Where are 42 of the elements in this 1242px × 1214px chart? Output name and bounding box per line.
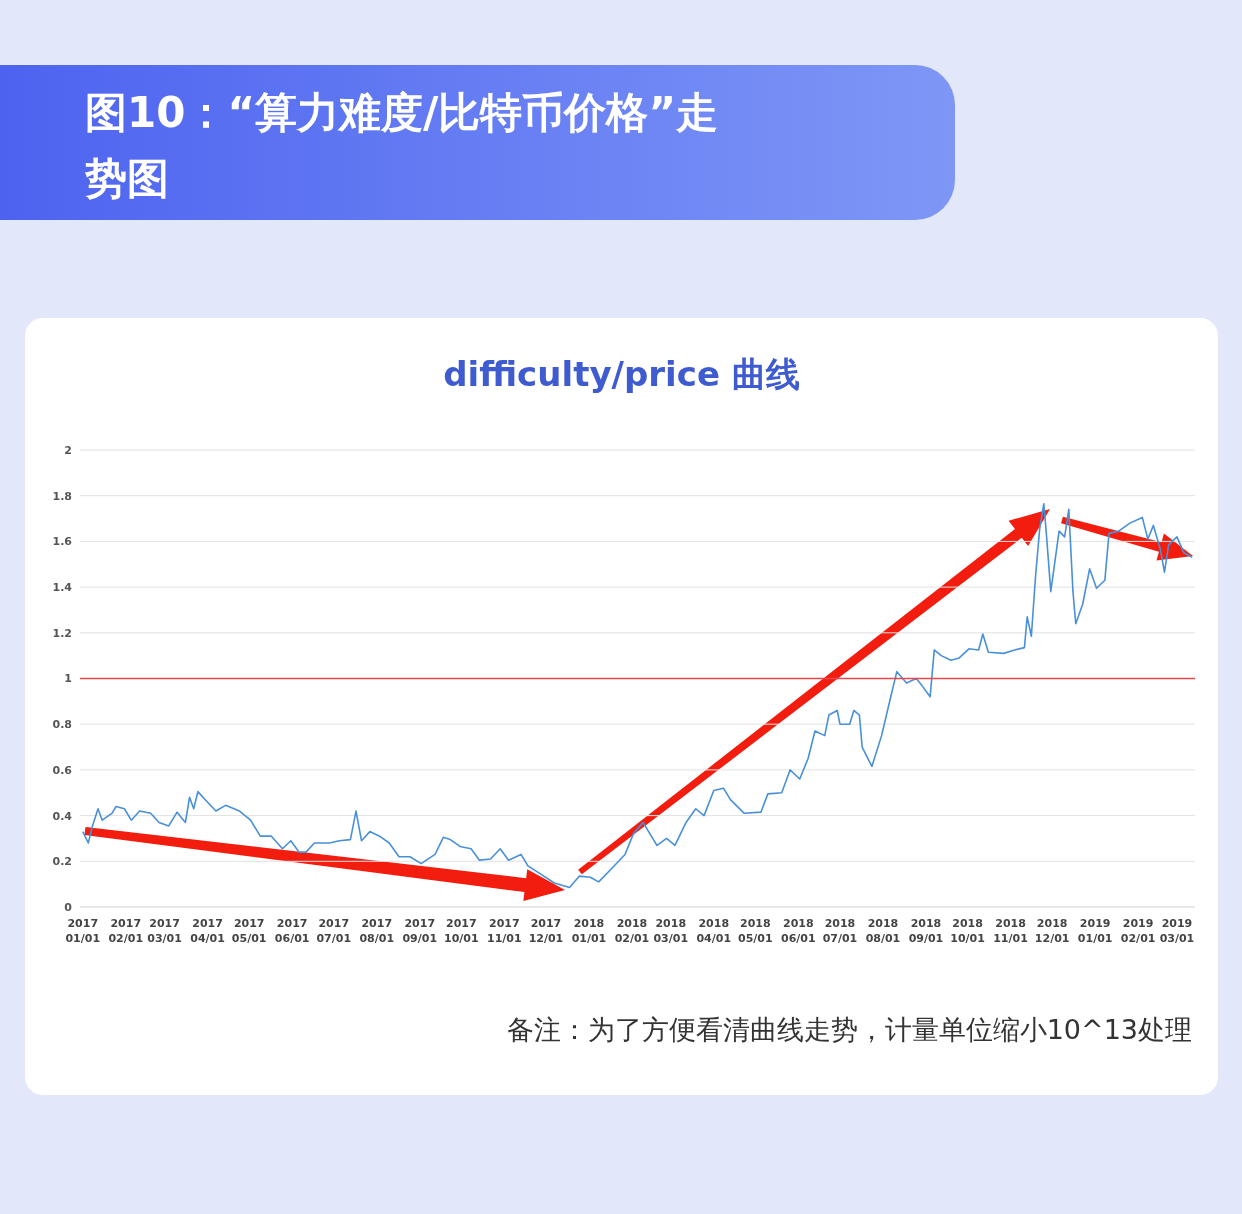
text: 备注：为了方便看清曲线走势，计量单位缩小10^13处理 — [506, 1013, 1192, 1047]
y-tick-label: 0.4 — [52, 809, 73, 823]
y-tick-label: 1.8 — [52, 489, 72, 503]
y-tick-label: 0.6 — [52, 763, 73, 777]
x-tick-label: 2017 12/01 — [528, 917, 564, 945]
x-tick-label: 2017 06/01 — [274, 917, 310, 945]
x-tick-label: 2017 03/01 — [147, 917, 182, 945]
y-tick-label: 1 — [64, 672, 72, 686]
x-tick-label: 2018 07/01 — [822, 917, 858, 945]
x-tick-label: 2017 02/01 — [108, 917, 144, 945]
x-tick-label: 2017 10/01 — [444, 917, 479, 945]
y-tick-label: 1.4 — [52, 581, 73, 595]
x-tick-label: 2017 11/01 — [487, 917, 522, 945]
y-tick-label: 0 — [64, 900, 73, 914]
x-tick-label: 2018 10/01 — [950, 917, 985, 945]
x-tick-label: 2018 11/01 — [993, 917, 1028, 945]
line-series — [81, 502, 1194, 889]
y-tick-label: 0.2 — [52, 855, 72, 869]
x-tick-label: 2018 01/01 — [571, 917, 607, 945]
x-tick-label: 2018 06/01 — [781, 917, 816, 945]
x-tick-label: 2018 04/01 — [696, 917, 732, 945]
x-tick-label: 2018 05/01 — [738, 917, 773, 945]
chart-title: 图10：“算力难度/比特币价格”走势图 — [85, 87, 719, 205]
y-tick-label: 1.6 — [52, 535, 73, 549]
x-tick-label: 2019 02/01 — [1120, 917, 1156, 945]
x-tick-label: 2018 12/01 — [1034, 917, 1070, 945]
x-tick-label: 2018 08/01 — [865, 917, 901, 945]
x-tick-label: 2017 05/01 — [231, 917, 267, 945]
y-tick-label: 0.8 — [52, 718, 72, 732]
x-tick-label: 2018 03/01 — [653, 917, 689, 945]
x-tick-label: 2017 04/01 — [190, 917, 225, 945]
x-tick-label: 2018 02/01 — [614, 917, 650, 945]
x-tick-label: 2017 09/01 — [402, 917, 438, 945]
chart-subtitle: difficulty/price 曲线 — [442, 353, 801, 396]
x-tick-label: 2017 08/01 — [359, 917, 395, 945]
x-tick-label: 2019 03/01 — [1159, 917, 1195, 945]
x-tick-label: 2019 01/01 — [1077, 917, 1113, 945]
y-tick-label: 2 — [64, 443, 72, 457]
x-tick-label: 2018 09/01 — [908, 917, 944, 945]
x-tick-label: 2017 01/01 — [65, 917, 101, 945]
y-tick-label: 1.2 — [52, 626, 72, 640]
x-tick-label: 2017 07/01 — [316, 917, 352, 945]
